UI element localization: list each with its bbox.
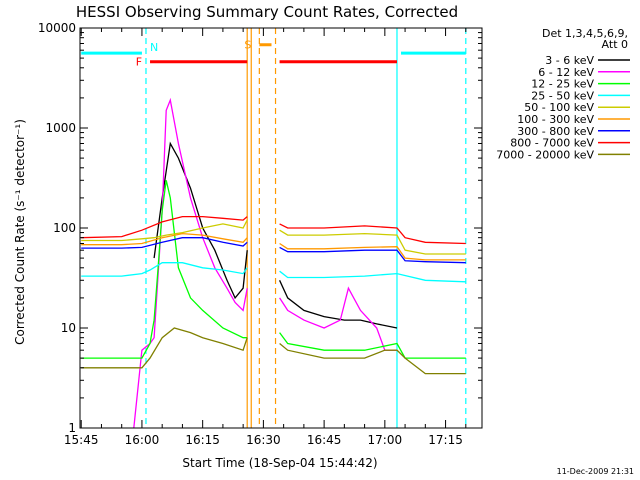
flag-label-F: F [136, 56, 142, 69]
legend-label-3: 25 - 50 keV [531, 89, 594, 102]
legend-label-7: 800 - 7000 keV [510, 137, 594, 150]
x-tick-label-6: 17:15 [428, 433, 463, 447]
chart-title: HESSI Observing Summary Count Rates, Cor… [76, 3, 458, 21]
legend-label-8: 7000 - 20000 keV [496, 148, 594, 161]
y-tick-label-4: 10000 [38, 21, 76, 35]
flag-label-S: S [244, 39, 251, 52]
x-tick-label-1: 16:00 [125, 433, 160, 447]
y-tick-label-3: 1000 [45, 121, 76, 135]
x-tick-label-3: 16:30 [246, 433, 281, 447]
legend-label-6: 300 - 800 keV [517, 125, 594, 138]
axes: 15:45 16:00 16:15 16:30 16:45 17:00 17:15 1 10 10… [38, 21, 483, 447]
series-line-4 [81, 219, 466, 255]
legend-label-2: 12 - 25 keV [531, 78, 594, 91]
x-tick-label-2: 16:15 [185, 433, 220, 447]
series-line-1 [133, 97, 397, 429]
series-line-7 [81, 215, 466, 245]
legend-label-4: 50 - 100 keV [524, 101, 594, 114]
instrument-flags: NF S [81, 39, 466, 69]
y-tick-label-0: 1 [68, 421, 76, 435]
legend-header-1: Att 0 [602, 38, 628, 51]
x-axis-title: Start Time (18-Sep-04 15:44:42) [182, 456, 377, 470]
series-line-6 [81, 237, 466, 264]
series-lines [81, 97, 466, 429]
legend-label-5: 100 - 300 keV [517, 113, 594, 126]
y-tick-label-1: 10 [61, 321, 76, 335]
y-tick-label-2: 100 [53, 221, 76, 235]
series-line-2 [81, 180, 466, 359]
legend-label-1: 6 - 12 keV [538, 66, 594, 79]
series-line-8 [81, 327, 466, 375]
x-tick-label-0: 15:45 [64, 433, 99, 447]
legend-header-0: Det 1,3,4,5,6,9, [542, 27, 628, 40]
y-axis-title: Corrected Count Rate (s⁻¹ detector⁻¹) [13, 119, 27, 345]
flag-label-N: N [150, 41, 158, 54]
series-line-3 [81, 262, 466, 283]
x-tick-label-4: 16:45 [307, 433, 342, 447]
legend-label-0: 3 - 6 keV [545, 54, 594, 67]
footer-timestamp: 11-Dec-2009 21:31 [557, 467, 634, 476]
x-tick-label-5: 17:00 [368, 433, 403, 447]
series-line-5 [81, 232, 466, 261]
